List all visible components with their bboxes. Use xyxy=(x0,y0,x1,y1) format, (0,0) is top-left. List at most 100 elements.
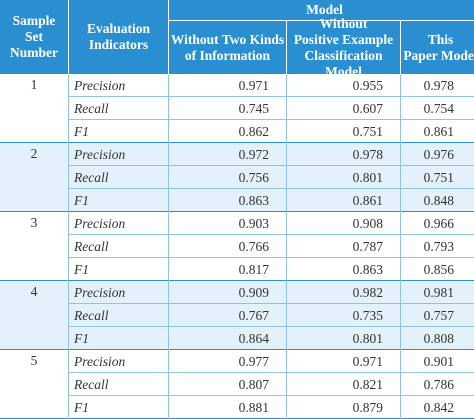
value-this-paper-model: 0.901 xyxy=(400,350,474,373)
value-this-paper-model: 0.808 xyxy=(400,327,474,350)
row-divider xyxy=(68,372,474,373)
sample-set-group: 2 Precision 0.972 0.978 0.976 Recall 0.756 0.80… xyxy=(0,143,474,212)
row-divider xyxy=(68,119,474,120)
value-without-positive-example: 0.735 xyxy=(286,304,400,327)
sample-set-number: 3 xyxy=(30,215,38,230)
indicator-cell: Recall xyxy=(68,235,168,258)
value-without-two-kinds: 0.864 xyxy=(168,327,286,350)
value-without-positive-example: 0.751 xyxy=(286,120,400,143)
header-divider xyxy=(286,21,287,74)
table-row: F1 0.862 0.751 0.861 xyxy=(0,120,474,143)
header-divider xyxy=(400,21,401,74)
sample-set-group: 4 Precision 0.909 0.982 0.981 Recall 0.767 0.73… xyxy=(0,281,474,350)
value-without-positive-example: 0.982 xyxy=(286,281,400,304)
sample-set-number: 2 xyxy=(30,146,38,161)
header-col-without-two-kinds: Without Two Kinds of Information xyxy=(170,31,285,63)
header-col-without-positive-example: Without Positive Example Classification … xyxy=(293,15,394,79)
value-without-two-kinds: 0.756 xyxy=(168,166,286,189)
row-divider xyxy=(68,234,474,235)
indicator-cell: Precision xyxy=(68,74,168,97)
row-divider xyxy=(68,165,474,166)
table-row: Precision 0.971 0.955 0.978 xyxy=(0,74,474,97)
value-this-paper-model: 0.754 xyxy=(400,97,474,120)
indicator-cell: F1 xyxy=(68,189,168,212)
value-without-positive-example: 0.787 xyxy=(286,235,400,258)
value-without-positive-example: 0.821 xyxy=(286,373,400,396)
value-without-positive-example: 0.863 xyxy=(286,258,400,281)
row-divider xyxy=(68,188,474,189)
sample-set-number: 4 xyxy=(30,284,38,299)
indicator-cell: Precision xyxy=(68,350,168,373)
value-without-positive-example: 0.971 xyxy=(286,350,400,373)
table-row: Recall 0.807 0.821 0.786 xyxy=(0,373,474,396)
value-without-positive-example: 0.861 xyxy=(286,189,400,212)
value-without-two-kinds: 0.972 xyxy=(168,143,286,166)
sample-set-number: 1 xyxy=(30,77,38,92)
header-model: Model xyxy=(306,2,343,17)
header-evaluation-indicators: Evaluation Indicators xyxy=(86,21,151,52)
indicator-cell: Recall xyxy=(68,97,168,120)
value-this-paper-model: 0.966 xyxy=(400,212,474,235)
value-without-two-kinds: 0.862 xyxy=(168,120,286,143)
value-this-paper-model: 0.978 xyxy=(400,74,474,97)
row-divider xyxy=(68,326,474,327)
row-divider xyxy=(68,96,474,97)
table-row: Precision 0.909 0.982 0.981 xyxy=(0,281,474,304)
table-row: Precision 0.977 0.971 0.901 xyxy=(0,350,474,373)
table-row: Recall 0.766 0.787 0.793 xyxy=(0,235,474,258)
value-without-positive-example: 0.801 xyxy=(286,327,400,350)
indicator-cell: Precision xyxy=(68,212,168,235)
value-without-positive-example: 0.607 xyxy=(286,97,400,120)
value-without-two-kinds: 0.767 xyxy=(168,304,286,327)
indicator-cell: F1 xyxy=(68,327,168,350)
value-this-paper-model: 0.976 xyxy=(400,143,474,166)
value-without-two-kinds: 0.977 xyxy=(168,350,286,373)
value-this-paper-model: 0.757 xyxy=(400,304,474,327)
indicator-cell: Recall xyxy=(68,304,168,327)
value-without-two-kinds: 0.807 xyxy=(168,373,286,396)
table-row: Precision 0.903 0.908 0.966 xyxy=(0,212,474,235)
value-without-two-kinds: 0.863 xyxy=(168,189,286,212)
value-without-two-kinds: 0.817 xyxy=(168,258,286,281)
row-divider xyxy=(68,303,474,304)
table-row: Precision 0.972 0.978 0.976 xyxy=(0,143,474,166)
value-without-positive-example: 0.908 xyxy=(286,212,400,235)
row-divider xyxy=(68,395,474,396)
header-divider xyxy=(168,0,169,74)
table-row: Recall 0.756 0.801 0.751 xyxy=(0,166,474,189)
indicator-cell: Recall xyxy=(68,166,168,189)
value-this-paper-model: 0.751 xyxy=(400,166,474,189)
value-without-two-kinds: 0.971 xyxy=(168,74,286,97)
sample-set-group: 3 Precision 0.903 0.908 0.966 Recall 0.766 0.78… xyxy=(0,212,474,281)
value-this-paper-model: 0.856 xyxy=(400,258,474,281)
table-row: Recall 0.767 0.735 0.757 xyxy=(0,304,474,327)
indicator-cell: Precision xyxy=(68,281,168,304)
table-row: F1 0.863 0.861 0.848 xyxy=(0,189,474,212)
value-without-two-kinds: 0.909 xyxy=(168,281,286,304)
value-this-paper-model: 0.861 xyxy=(400,120,474,143)
table-header: Sample Set Number Evaluation Indicators … xyxy=(0,0,474,79)
indicator-cell: F1 xyxy=(68,120,168,143)
value-this-paper-model: 0.786 xyxy=(400,373,474,396)
table-row: Recall 0.745 0.607 0.754 xyxy=(0,97,474,120)
sample-set-group: 5 Precision 0.977 0.971 0.901 Recall 0.807 0.82… xyxy=(0,350,474,419)
sample-set-group: 1 Precision 0.971 0.955 0.978 Recall 0.745 0.60… xyxy=(0,74,474,143)
indicator-cell: Recall xyxy=(68,373,168,396)
sample-set-number: 5 xyxy=(30,353,38,368)
table-row: F1 0.817 0.863 0.856 xyxy=(0,258,474,281)
value-without-two-kinds: 0.766 xyxy=(168,235,286,258)
indicator-cell: F1 xyxy=(68,258,168,281)
table-row: F1 0.864 0.801 0.808 xyxy=(0,327,474,350)
value-without-two-kinds: 0.745 xyxy=(168,97,286,120)
header-sample-set-number: Sample Set Number xyxy=(10,13,58,60)
value-this-paper-model: 0.981 xyxy=(400,281,474,304)
header-divider xyxy=(68,0,69,74)
value-without-positive-example: 0.801 xyxy=(286,166,400,189)
value-without-two-kinds: 0.903 xyxy=(168,212,286,235)
value-without-positive-example: 0.978 xyxy=(286,143,400,166)
header-divider xyxy=(168,20,474,21)
value-this-paper-model: 0.793 xyxy=(400,235,474,258)
indicator-cell: Precision xyxy=(68,143,168,166)
value-without-positive-example: 0.955 xyxy=(286,74,400,97)
row-divider xyxy=(68,257,474,258)
